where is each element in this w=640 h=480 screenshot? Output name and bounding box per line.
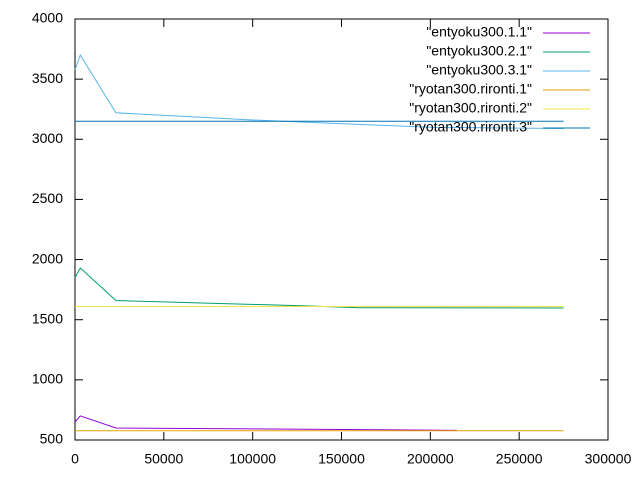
legend-label: "entyoku300.2.1" — [426, 43, 532, 59]
x-tick-label: 50000 — [144, 451, 183, 467]
y-tick-label: 500 — [40, 431, 64, 447]
y-tick-label: 2500 — [32, 190, 63, 206]
y-tick-label: 3000 — [32, 130, 63, 146]
x-tick-label: 250000 — [496, 451, 543, 467]
y-tick-label: 1500 — [32, 310, 63, 326]
series-line — [74, 53, 564, 129]
legend-label: "entyoku300.3.1" — [426, 62, 532, 78]
y-tick-label: 2000 — [32, 250, 63, 266]
series-line — [74, 415, 458, 431]
legend-label: "ryotan300.rironti.3" — [409, 119, 532, 135]
x-tick-label: 100000 — [229, 451, 276, 467]
legend-label: "ryotan300.rironti.1" — [409, 81, 532, 97]
x-tick-label: 300000 — [585, 451, 632, 467]
legend-label: "ryotan300.rironti.2" — [409, 100, 532, 116]
series-line — [74, 267, 564, 309]
legend-label: "entyoku300.1.1" — [426, 24, 532, 40]
x-tick-label: 150000 — [318, 451, 365, 467]
y-tick-label: 3500 — [32, 70, 63, 86]
y-tick-label: 1000 — [32, 371, 63, 387]
x-tick-label: 0 — [71, 451, 79, 467]
y-tick-label: 4000 — [32, 10, 63, 26]
x-tick-label: 200000 — [407, 451, 454, 467]
